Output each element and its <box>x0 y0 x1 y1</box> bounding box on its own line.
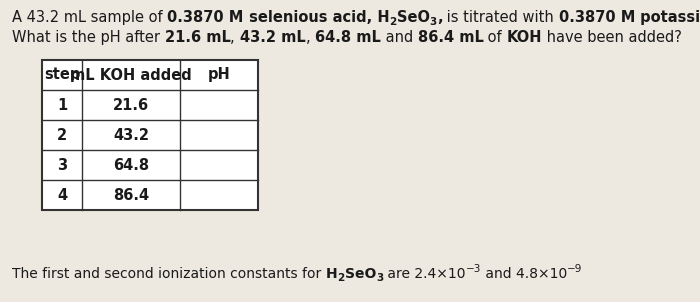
Text: 43.2 mL: 43.2 mL <box>239 30 305 45</box>
Text: have been added?: have been added? <box>542 30 682 45</box>
Text: ,: , <box>437 10 442 25</box>
Text: The first and second ionization constants for: The first and second ionization constant… <box>12 267 326 281</box>
Text: pH: pH <box>208 68 230 82</box>
Text: 64.8: 64.8 <box>113 158 149 172</box>
Text: is titrated with: is titrated with <box>442 10 559 25</box>
Text: 2: 2 <box>389 17 396 27</box>
Text: selenious acid, H: selenious acid, H <box>244 10 389 25</box>
Text: and 4.8×10: and 4.8×10 <box>481 267 567 281</box>
Text: 3: 3 <box>57 158 67 172</box>
Text: 64.8 mL: 64.8 mL <box>315 30 381 45</box>
Bar <box>42 60 258 210</box>
Text: 3: 3 <box>430 17 437 27</box>
Text: H: H <box>326 267 337 281</box>
Text: KOH: KOH <box>507 30 542 45</box>
Text: SeO: SeO <box>344 267 376 281</box>
Text: ,: , <box>305 30 315 45</box>
Text: 4: 4 <box>57 188 67 203</box>
Text: ,: , <box>230 30 239 45</box>
Text: are 2.4×10: are 2.4×10 <box>383 267 466 281</box>
Text: 21.6 mL: 21.6 mL <box>164 30 230 45</box>
Text: 21.6: 21.6 <box>113 98 149 113</box>
Text: 43.2: 43.2 <box>113 127 149 143</box>
Text: 86.4: 86.4 <box>113 188 149 203</box>
Text: 3: 3 <box>376 273 383 283</box>
Text: 1: 1 <box>57 98 67 113</box>
Text: 0.3870 M: 0.3870 M <box>559 10 635 25</box>
Text: SeO: SeO <box>396 10 430 25</box>
Text: 0.3870 M: 0.3870 M <box>167 10 244 25</box>
Text: −9: −9 <box>567 264 582 274</box>
Text: 2: 2 <box>57 127 67 143</box>
Text: mL KOH added: mL KOH added <box>70 68 192 82</box>
Text: potassium hydroxide: potassium hydroxide <box>635 10 700 25</box>
Text: −3: −3 <box>466 264 481 274</box>
Bar <box>42 60 258 210</box>
Text: step: step <box>44 68 80 82</box>
Text: and: and <box>381 30 417 45</box>
Text: 86.4 mL: 86.4 mL <box>417 30 484 45</box>
Text: What is the pH after: What is the pH after <box>12 30 164 45</box>
Text: 2: 2 <box>337 273 344 283</box>
Text: of: of <box>484 30 507 45</box>
Text: A 43.2 mL sample of: A 43.2 mL sample of <box>12 10 167 25</box>
